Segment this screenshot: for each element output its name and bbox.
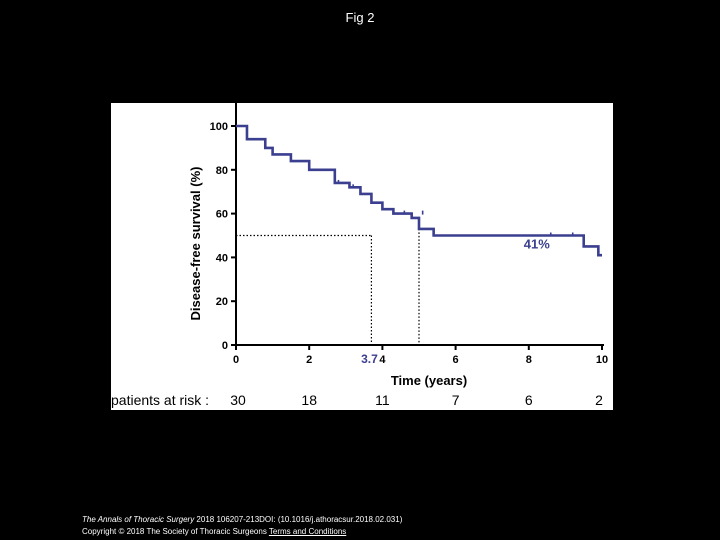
copyright-line: Copyright © 2018 The Society of Thoracic… (82, 526, 402, 538)
x-axis-label: Time (years) (391, 373, 467, 388)
y-tick-label: 60 (216, 209, 228, 221)
x-tick-label: 0 (233, 354, 239, 366)
risk-count: 11 (375, 392, 390, 408)
risk-table: patients at risk : 30 18 11 7 6 2 (111, 392, 603, 408)
page-title: Fig 2 (345, 10, 375, 25)
x-tick-label: 6 (453, 354, 459, 366)
x-tick-label: 4 (379, 354, 386, 366)
citation-line: The Annals of Thoracic Surgery 2018 1062… (82, 514, 402, 526)
x-tick-label: 8 (526, 354, 532, 366)
y-tick-label: 100 (210, 121, 228, 133)
y-tick-label: 20 (216, 296, 228, 308)
copyright-text: Copyright © 2018 The Society of Thoracic… (82, 527, 267, 536)
survival-chart: 0 20 40 60 80 100 0 2 4 6 8 10 Time (years) Disease-… (111, 103, 608, 408)
risk-table-label: patients at risk : (111, 392, 209, 408)
survival-curve (236, 124, 602, 257)
risk-count: 30 (230, 392, 246, 408)
figure-footer: The Annals of Thoracic Surgery 2018 1062… (82, 514, 402, 538)
risk-count: 7 (452, 392, 460, 408)
y-tick-label: 0 (222, 340, 228, 352)
axes: 0 20 40 60 80 100 0 2 4 6 8 10 (210, 103, 608, 366)
terms-link[interactable]: Terms and Conditions (268, 527, 347, 536)
reference-lines (236, 228, 420, 345)
journal-name: The Annals of Thoracic Surgery (82, 515, 195, 524)
x-tick-label: 2 (306, 354, 312, 366)
median-annotation: 3.7 (361, 352, 378, 366)
survival-annotation: 41% (524, 236, 550, 251)
series (236, 124, 602, 257)
y-tick-label: 80 (216, 165, 228, 177)
risk-count: 6 (525, 392, 533, 408)
y-axis-label: Disease-free survival (%) (188, 167, 203, 321)
y-tick-label: 40 (216, 252, 228, 264)
survival-chart-figure: 0 20 40 60 80 100 0 2 4 6 8 10 Time (years) Disease-… (111, 103, 613, 410)
labels: Time (years) Disease-free survival (%) 3.7… (188, 167, 550, 388)
risk-count: 18 (301, 392, 317, 408)
citation-text: 2018 106207-213DOI: (10.1016/j.athoracsu… (194, 515, 403, 524)
risk-count: 2 (595, 392, 603, 408)
x-tick-label: 10 (596, 354, 608, 366)
